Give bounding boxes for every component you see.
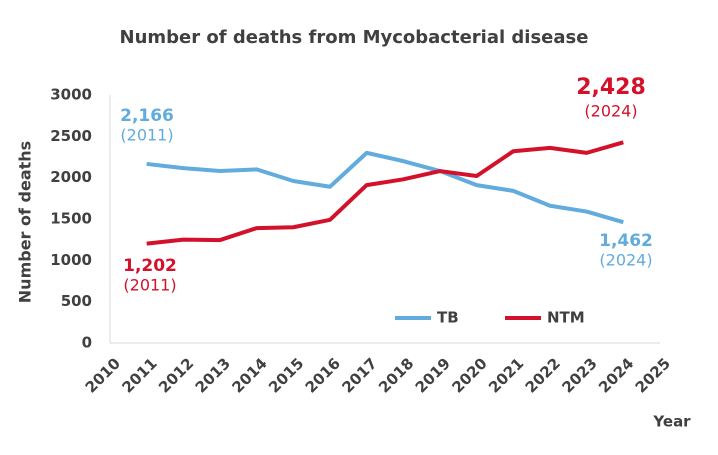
line-series [146,140,624,246]
legend-label: NTM [547,309,585,327]
x-tick-label: 2012 [155,354,197,396]
legend-label: TB [437,309,459,327]
x-tick-label: 2023 [558,354,600,396]
chart-title: Number of deaths from Mycobacterial dise… [120,27,589,48]
x-tick-label: 2018 [375,354,417,396]
y-tick-label: 500 [61,292,92,310]
y-tick-label: 0 [82,334,92,352]
x-tick-label: 2024 [595,354,637,396]
x-tick-label: 2020 [448,354,490,396]
annotation-year: (2024) [599,251,652,270]
annotation-year: (2011) [120,126,173,145]
y-tick-label: 1000 [50,251,92,269]
y-tick-label: 1500 [50,210,92,228]
line-series [146,150,624,225]
x-tick-label: 2015 [265,354,307,396]
x-tick-label: 2019 [412,354,454,396]
y-axis-label: Number of deaths [16,141,35,303]
annotation-year: (2011) [123,276,176,295]
annotation-value: 2,166 [120,106,174,126]
y-tick-label: 2000 [50,168,92,186]
x-tick-label: 2017 [338,354,380,396]
x-axis-label: Year [652,413,691,431]
x-tick-label: 2014 [228,354,270,396]
x-tick-label: 2010 [82,354,124,396]
annotation-value: 2,428 [576,75,646,100]
x-tick-label: 2016 [302,354,344,396]
annotation-value: 1,202 [123,256,177,276]
x-tick-label: 2013 [192,354,234,396]
annotation-year: (2024) [584,102,637,121]
x-tick-label: 2011 [118,354,160,396]
annotation-value: 1,462 [599,231,653,251]
x-tick-label: 2025 [632,354,674,396]
y-tick-label: 2500 [50,127,92,145]
x-tick-label: 2022 [522,354,564,396]
x-tick-label: 2021 [485,354,527,396]
y-tick-label: 3000 [50,86,92,104]
